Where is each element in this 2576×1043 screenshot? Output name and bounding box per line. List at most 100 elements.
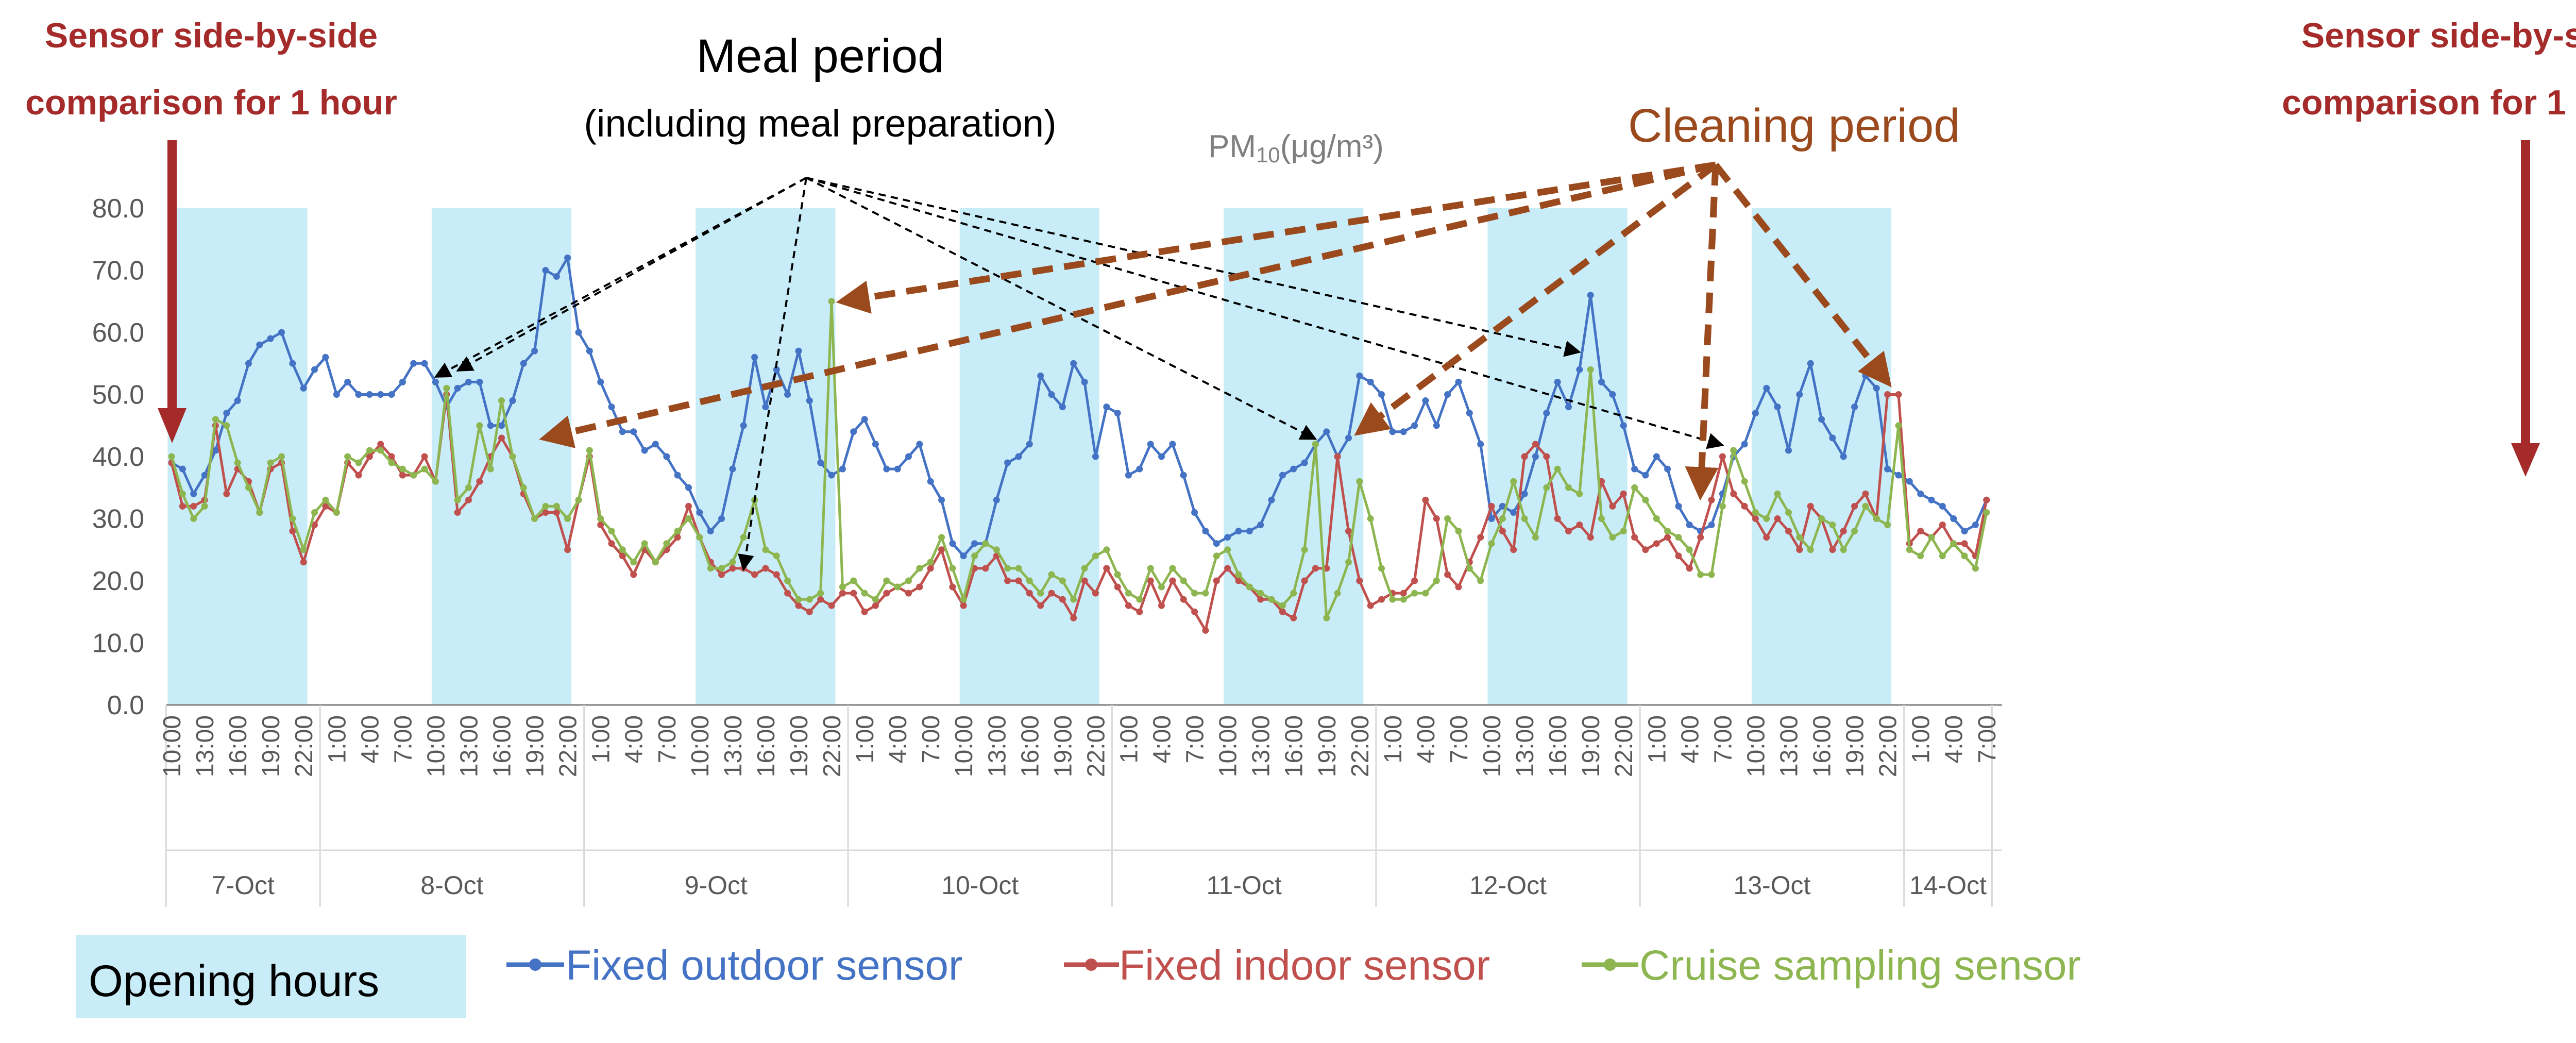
data-point [1213,552,1220,560]
data-point [234,397,241,404]
sensor-comparison-left-line2: comparison for 1 hour [25,83,397,122]
data-point [927,478,934,485]
data-point [784,590,791,597]
y-tick-label: 50.0 [92,380,144,410]
data-point [421,453,428,460]
data-point [179,465,186,473]
x-tick-label: 1:00 [588,715,615,763]
meal-period-label: Meal period [697,30,944,82]
data-point [1246,583,1253,591]
data-point [1026,590,1033,597]
x-tick-label: 7:00 [389,715,417,763]
data-point [1675,552,1682,560]
data-point [1004,459,1011,466]
data-point [1983,509,1990,516]
data-point [1477,441,1484,448]
data-point [1609,391,1616,398]
data-point [311,509,318,516]
data-point [762,546,769,553]
data-point [1598,515,1605,522]
data-point [1444,571,1451,578]
data-point [1037,590,1044,597]
data-point [1686,546,1693,553]
data-point [377,441,384,448]
data-point [1279,608,1286,615]
data-point [1224,546,1231,553]
data-point [861,416,868,423]
data-point [817,459,824,466]
data-point [817,590,824,597]
day-label: 7-Oct [212,871,275,900]
x-tick-label: 19:00 [522,715,549,777]
data-point [1928,534,1935,541]
x-tick-label: 1:00 [852,715,879,763]
data-point [421,360,428,367]
data-point [685,515,692,522]
data-point [872,441,879,448]
data-point [1917,490,1924,497]
x-tick-label: 4:00 [1149,715,1176,763]
data-point [355,459,362,466]
data-point [1675,534,1682,541]
data-point [1873,515,1880,522]
x-tick-label: 4:00 [1676,715,1704,763]
y-tick-label: 10.0 [92,629,144,659]
data-point [1345,434,1352,442]
legend-opening-hours-swatch [76,935,466,1018]
data-point [553,502,560,510]
data-point [300,559,307,566]
data-point [674,472,681,479]
data-point [179,502,186,510]
data-point [806,397,813,404]
data-point [1257,596,1264,603]
data-point [1400,428,1407,435]
data-point [1708,496,1715,503]
data-point [707,565,714,572]
data-point [476,422,483,429]
data-point [1774,490,1781,497]
data-point [1521,453,1528,460]
data-point [1686,522,1693,528]
data-point [1840,546,1847,553]
data-point [432,378,439,385]
data-point [872,596,879,603]
data-point [1422,496,1429,503]
data-point [993,546,1000,553]
data-point [1598,378,1605,385]
data-point [1642,546,1649,553]
data-point [399,472,406,479]
data-point [1818,416,1825,423]
data-point [938,546,945,553]
day-label: 8-Oct [420,871,483,900]
meal-period-arrow [806,177,1724,449]
data-point [1906,478,1913,485]
data-point [1334,453,1341,460]
data-point [1939,522,1946,528]
data-point [1444,391,1451,398]
data-point [1741,502,1748,510]
data-point [795,596,802,603]
data-point [1895,472,1902,479]
data-point [1862,502,1869,510]
data-point [1829,522,1836,528]
data-point [1411,422,1418,429]
data-point [1917,552,1924,560]
data-point [1961,552,1968,560]
data-point [1378,596,1385,603]
data-point [1367,602,1374,609]
x-axis-ticks: 10:00 13:00 16:00 19:00 22:00 1:00 4:00 7:00 10:… [159,715,2001,777]
x-tick-label: 4:00 [357,715,384,763]
data-point [1356,577,1363,584]
data-point [388,459,395,466]
data-point [333,391,340,398]
data-point [1488,540,1495,547]
data-point [1136,608,1143,615]
x-tick-label: 16:00 [1809,715,1836,777]
data-point [344,378,351,385]
data-point [1521,515,1528,522]
data-point [1191,590,1198,597]
legend-opening-hours-label: Opening hours [89,956,379,1006]
data-point [256,509,263,516]
data-point [553,509,560,516]
data-point [949,540,956,547]
